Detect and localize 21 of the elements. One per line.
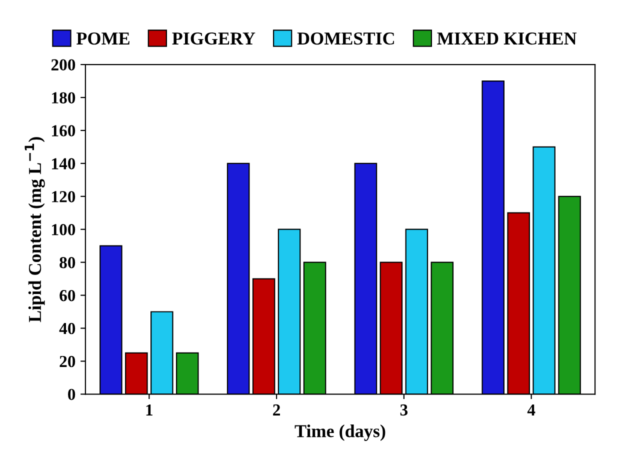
- y-tick-label: 140: [52, 158, 76, 170]
- x-tick-label: 2: [273, 404, 280, 416]
- y-tick-label: 160: [52, 125, 76, 136]
- x-tick-label: 1: [146, 404, 152, 416]
- y-tick-label: 0: [68, 388, 76, 400]
- legend-label: MIXED KICHEN: [437, 32, 577, 45]
- y-tick-label: 180: [52, 92, 76, 104]
- x-tick-label: 3: [400, 404, 408, 416]
- x-tick-label: 4: [527, 404, 536, 416]
- y-tick-label: 100: [52, 224, 76, 236]
- y-tick-label: 120: [52, 191, 76, 202]
- legend-label: DOMESTIC: [297, 32, 394, 45]
- legend-label: POME: [76, 32, 130, 45]
- y-tick-label: 60: [60, 290, 76, 302]
- y-axis-title: Lipid Content (mg L$^{−1}$): [24, 137, 45, 322]
- y-tick-label: 200: [51, 59, 76, 70]
- x-axis-title: Time (days): [294, 424, 386, 441]
- legend-label: PIGGERY: [172, 32, 256, 45]
- y-tick-label: 20: [60, 356, 76, 368]
- y-tick-label: 80: [60, 257, 76, 268]
- y-tick-label: 40: [59, 322, 76, 334]
